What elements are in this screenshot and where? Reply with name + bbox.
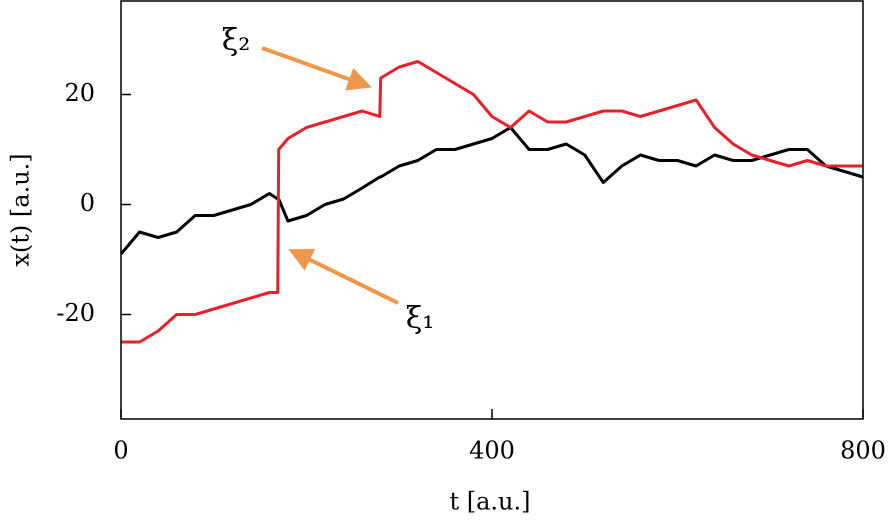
- x-axis-label: t [a.u.]: [449, 488, 530, 516]
- y-axis-label: x(t) [a.u.]: [7, 153, 35, 266]
- y-tick-label: 0: [80, 189, 95, 217]
- y-tick-label: -20: [56, 299, 95, 327]
- annotation: ξ₁: [406, 301, 435, 336]
- annotation: ξ₂: [222, 23, 251, 58]
- arrow: [288, 249, 399, 305]
- x-tick-label: 800: [840, 437, 886, 465]
- series-line: [121, 60, 863, 344]
- plot-frame: [120, 0, 864, 420]
- y-tick-label: 20: [64, 79, 95, 107]
- series-line: [119, 126, 864, 255]
- x-tick-label: 400: [469, 437, 515, 465]
- x-tick-label: 0: [113, 437, 128, 465]
- arrow: [261, 46, 372, 91]
